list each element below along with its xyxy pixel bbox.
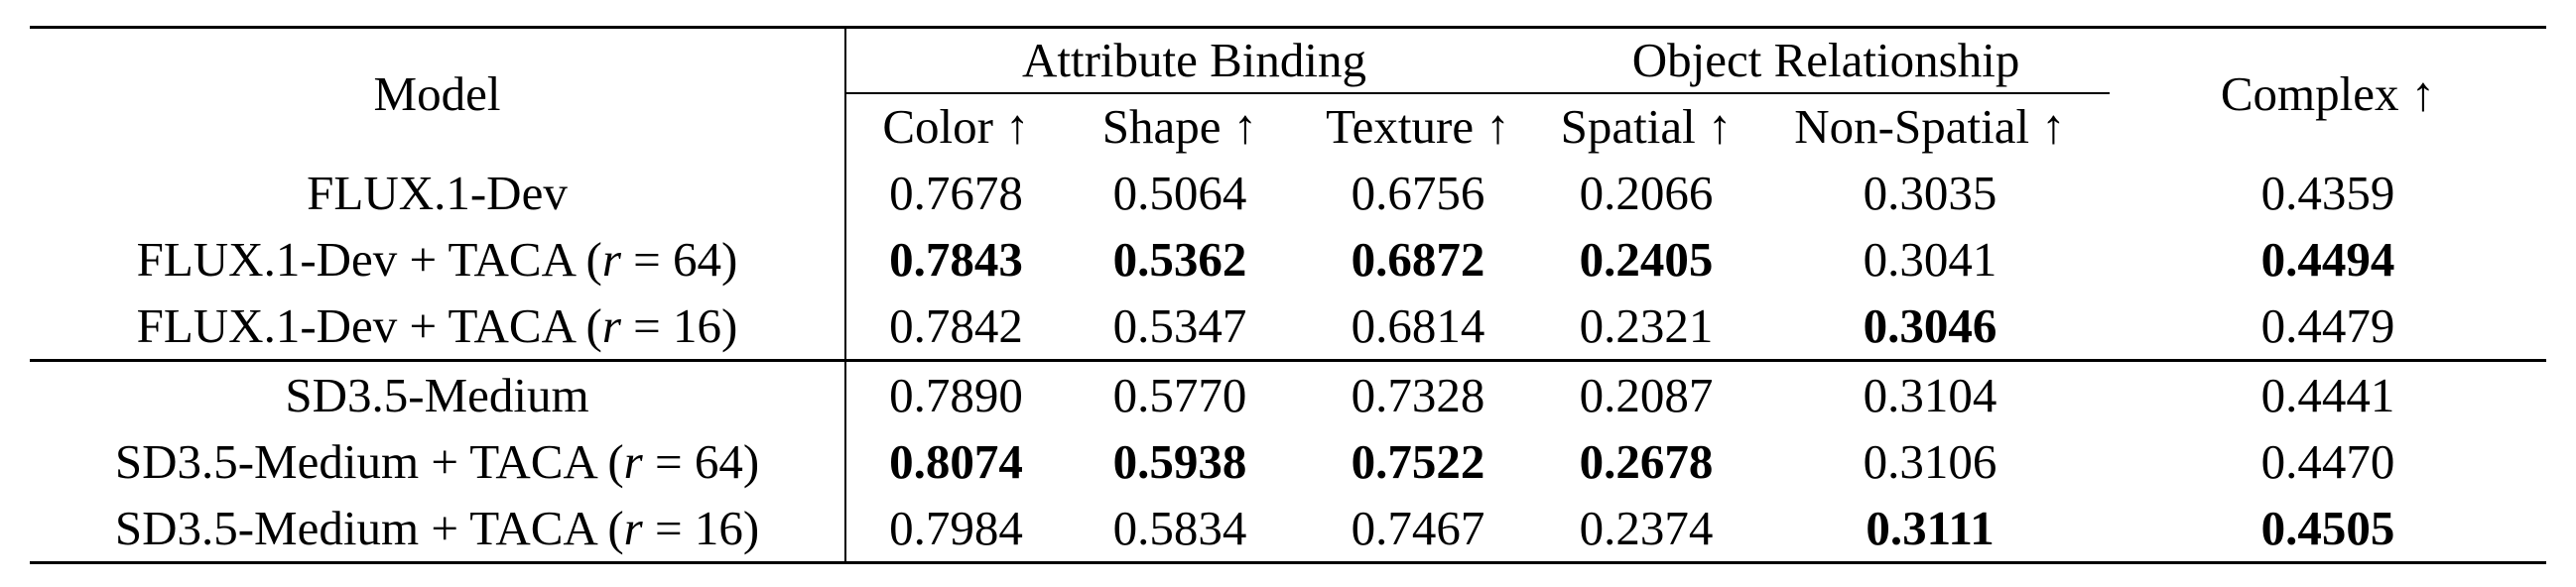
non-spatial-value: 0.3035 bbox=[1863, 166, 1997, 220]
model-rank: = 16) bbox=[642, 501, 760, 555]
texture-value: 0.6814 bbox=[1351, 298, 1485, 353]
texture-value: 0.6756 bbox=[1351, 166, 1485, 220]
model-name: FLUX.1-Dev bbox=[307, 166, 568, 220]
header-color: Color ↑ bbox=[882, 99, 1030, 154]
complex-value: 0.4470 bbox=[2260, 434, 2395, 489]
table-row: FLUX.1-Dev 0.7678 0.5064 0.6756 0.2066 0.3035… bbox=[30, 160, 2546, 226]
model-name-cell: SD3.5-Medium + TACA (r = 16) bbox=[30, 495, 846, 564]
model-variable: r bbox=[623, 434, 643, 489]
model-name-cell: SD3.5-Medium bbox=[30, 359, 846, 428]
non-spatial-value: 0.3111 bbox=[1750, 495, 2111, 564]
shape-value: 0.5938 bbox=[1112, 434, 1247, 489]
complex-value: 0.4359 bbox=[2260, 166, 2395, 220]
model-name: SD3.5-Medium + TACA ( bbox=[114, 501, 624, 555]
shape-value: 0.5770 bbox=[1066, 359, 1294, 428]
complex-value: 0.4494 bbox=[2260, 232, 2395, 287]
non-spatial-value: 0.3041 bbox=[1863, 232, 1997, 287]
complex-value: 0.4479 bbox=[2260, 298, 2395, 353]
texture-value: 0.7467 bbox=[1294, 495, 1543, 564]
shape-value: 0.5362 bbox=[1112, 232, 1247, 287]
spatial-value: 0.2374 bbox=[1542, 495, 1751, 564]
color-value: 0.8074 bbox=[889, 434, 1023, 489]
model-name-cell: FLUX.1-Dev + TACA (r = 16) bbox=[30, 293, 846, 361]
model-name: FLUX.1-Dev + TACA ( bbox=[136, 232, 602, 287]
table-row: FLUX.1-Dev + TACA (r = 16) 0.7842 0.5347 0.… bbox=[30, 293, 2546, 361]
model-variable: r bbox=[623, 501, 643, 555]
color-value: 0.7984 bbox=[845, 495, 1066, 564]
shape-value: 0.5347 bbox=[1112, 298, 1247, 353]
color-value: 0.7842 bbox=[889, 298, 1023, 353]
color-value: 0.7843 bbox=[889, 232, 1023, 287]
table-body: FLUX.1-Dev 0.7678 0.5064 0.6756 0.2066 0.3035… bbox=[30, 160, 2547, 564]
model-rank: = 16) bbox=[620, 298, 738, 353]
non-spatial-value: 0.3046 bbox=[1863, 298, 1997, 353]
header-shape: Shape ↑ bbox=[1101, 99, 1258, 154]
table-row: FLUX.1-Dev + TACA (r = 64) 0.7843 0.5362 0.… bbox=[30, 226, 2546, 293]
header-model: Model bbox=[30, 27, 846, 160]
texture-value: 0.6872 bbox=[1351, 232, 1485, 287]
model-name: SD3.5-Medium + TACA ( bbox=[114, 434, 624, 489]
complex-value: 0.4441 bbox=[2110, 359, 2547, 428]
table-row: SD3.5-Medium + TACA (r = 64) 0.8074 0.5938… bbox=[30, 428, 2546, 495]
model-rank: = 64) bbox=[642, 434, 760, 489]
spatial-value: 0.2678 bbox=[1579, 434, 1714, 489]
header-row-groups: Model Attribute Binding Object Relations… bbox=[30, 27, 2546, 160]
model-rank: = 64) bbox=[620, 232, 738, 287]
header-texture: Texture ↑ bbox=[1326, 99, 1510, 154]
table-row: SD3.5-Medium + TACA (r = 16) 0.7984 0.5834… bbox=[30, 495, 2547, 564]
non-spatial-value: 0.3106 bbox=[1863, 434, 1997, 489]
model-variable: r bbox=[601, 232, 621, 287]
model-variable: r bbox=[601, 298, 621, 353]
results-table: Model Attribute Binding Object Relations… bbox=[30, 26, 2547, 564]
model-name: FLUX.1-Dev + TACA ( bbox=[136, 298, 602, 353]
spatial-value: 0.2321 bbox=[1579, 298, 1714, 353]
header-object-relationship: Object Relationship bbox=[1542, 27, 2111, 94]
header-complex: Complex ↑ bbox=[2220, 66, 2436, 121]
shape-value: 0.5834 bbox=[1066, 495, 1294, 564]
model-name: SD3.5-Medium bbox=[285, 368, 589, 422]
complex-value: 0.4505 bbox=[2110, 495, 2547, 564]
model-name-cell: SD3.5-Medium + TACA (r = 64) bbox=[30, 428, 846, 495]
header-spatial: Spatial ↑ bbox=[1560, 99, 1733, 154]
table-row: SD3.5-Medium 0.7890 0.5770 0.7328 0.2087 0.31… bbox=[30, 359, 2547, 428]
header-row-metrics: Color ↑ Shape ↑ Texture ↑ Spatial ↑ Non-… bbox=[30, 93, 2546, 160]
spatial-value: 0.2087 bbox=[1542, 359, 1751, 428]
texture-value: 0.7328 bbox=[1294, 359, 1543, 428]
color-value: 0.7678 bbox=[889, 166, 1023, 220]
spatial-value: 0.2405 bbox=[1579, 232, 1714, 287]
header-non-spatial: Non-Spatial ↑ bbox=[1794, 99, 2066, 154]
non-spatial-value: 0.3104 bbox=[1750, 359, 2111, 428]
texture-value: 0.7522 bbox=[1351, 434, 1485, 489]
shape-value: 0.5064 bbox=[1112, 166, 1247, 220]
header-attribute-binding: Attribute Binding bbox=[845, 27, 1543, 94]
spatial-value: 0.2066 bbox=[1579, 166, 1714, 220]
color-value: 0.7890 bbox=[845, 359, 1066, 428]
model-name-cell: FLUX.1-Dev + TACA (r = 64) bbox=[30, 226, 846, 293]
results-table-container: Model Attribute Binding Object Relations… bbox=[30, 26, 2547, 564]
model-name-cell: FLUX.1-Dev bbox=[30, 160, 846, 226]
